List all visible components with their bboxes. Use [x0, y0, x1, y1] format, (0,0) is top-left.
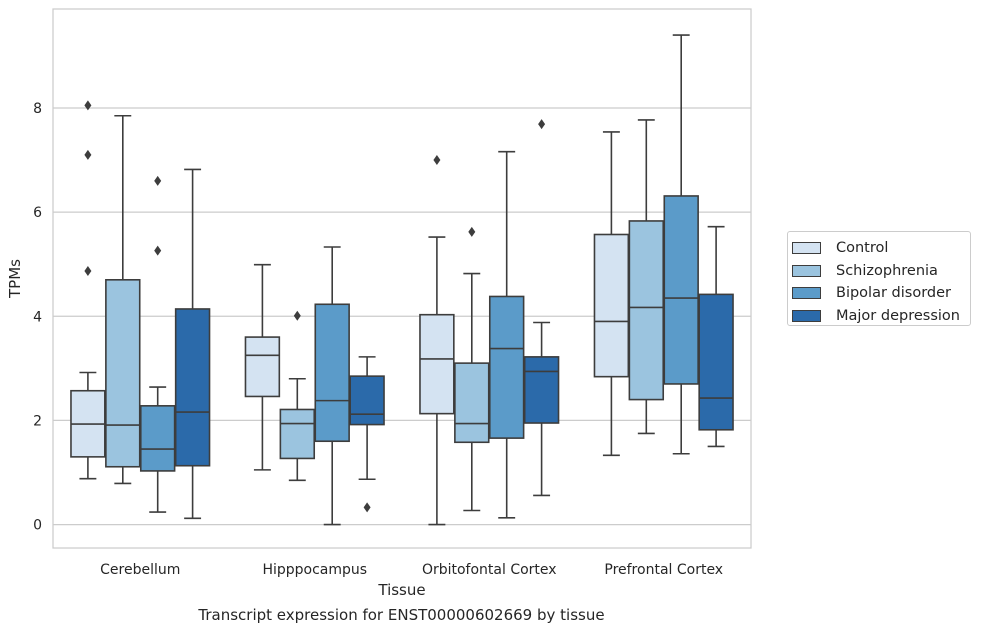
box-major-depression — [349, 356, 385, 513]
box-iqr — [454, 362, 490, 444]
outlier-point — [84, 265, 92, 276]
chart-caption: Transcript expression for ENST0000060266… — [198, 606, 605, 624]
box-schizophrenia — [454, 226, 490, 512]
outlier-point — [293, 310, 301, 321]
box-schizophrenia — [105, 114, 141, 485]
box-iqr — [593, 233, 630, 378]
box-schizophrenia — [279, 310, 316, 482]
x-tick-label: Hipppocampus — [262, 562, 367, 578]
y-tick-label: 2 — [33, 413, 42, 429]
box-iqr — [174, 308, 211, 467]
box-bipolar-disorder — [139, 175, 176, 513]
box-iqr — [663, 195, 699, 385]
box-control — [244, 263, 281, 471]
box-major-depression — [698, 225, 734, 448]
box-major-depression — [523, 119, 560, 497]
legend-item: Control — [792, 237, 970, 260]
box-major-depression — [174, 168, 211, 520]
box-bipolar-disorder — [314, 246, 350, 526]
x-tick-label: Prefrontal Cortex — [604, 562, 723, 578]
box-iqr — [349, 375, 385, 426]
plot-area-frame — [52, 8, 752, 549]
outlier-point — [538, 119, 546, 130]
outlier-point — [84, 149, 92, 160]
y-tick-label: 6 — [33, 205, 42, 221]
outlier-point — [154, 245, 162, 256]
legend-swatch — [792, 287, 821, 300]
legend-swatch — [792, 309, 821, 322]
box-control — [593, 131, 630, 457]
y-axis-ticks: 0 2 4 6 8 — [33, 101, 42, 534]
legend-item: Bipolar disorder — [792, 282, 970, 305]
box-bipolar-disorder — [663, 34, 699, 455]
box-iqr — [698, 293, 734, 431]
outlier-point — [84, 100, 92, 111]
x-tick-label: Orbitofontal Cortex — [422, 562, 557, 578]
x-axis-ticks: Cerebellum Hipppocampus Orbitofontal Corte… — [100, 562, 723, 578]
y-tick-label: 8 — [33, 101, 42, 117]
legend-label: Bipolar disorder — [836, 285, 951, 302]
legend-label: Control — [836, 240, 889, 257]
outlier-point — [433, 155, 441, 166]
y-axis-label: TPMs — [6, 259, 24, 299]
outlier-point — [363, 502, 371, 513]
box-iqr — [628, 220, 665, 401]
box-iqr — [488, 295, 525, 439]
legend: Control Schizophrenia Bipolar disorder Majo… — [787, 231, 971, 326]
box-iqr — [523, 356, 560, 424]
box-iqr — [279, 408, 316, 460]
legend-label: Major depression — [836, 307, 960, 324]
outlier-point — [468, 226, 476, 237]
box-schizophrenia — [628, 119, 665, 435]
legend-swatch — [792, 264, 821, 277]
outlier-point — [154, 175, 162, 186]
box-bipolar-disorder — [488, 150, 525, 519]
legend-swatch — [792, 242, 821, 255]
box-control — [419, 155, 455, 526]
box-control — [70, 100, 106, 480]
box-iqr — [139, 405, 176, 472]
legend-item: Schizophrenia — [792, 260, 970, 283]
box-iqr — [244, 336, 281, 398]
box-iqr — [105, 279, 141, 468]
x-tick-label: Cerebellum — [100, 562, 180, 578]
box-groups — [70, 34, 734, 526]
y-tick-label: 0 — [33, 518, 42, 534]
box-iqr — [314, 303, 350, 443]
x-axis-label: Tissue — [377, 581, 425, 599]
legend-item: Major depression — [792, 305, 970, 328]
legend-label: Schizophrenia — [836, 262, 938, 279]
box-iqr — [419, 313, 455, 415]
y-tick-label: 4 — [33, 309, 42, 325]
